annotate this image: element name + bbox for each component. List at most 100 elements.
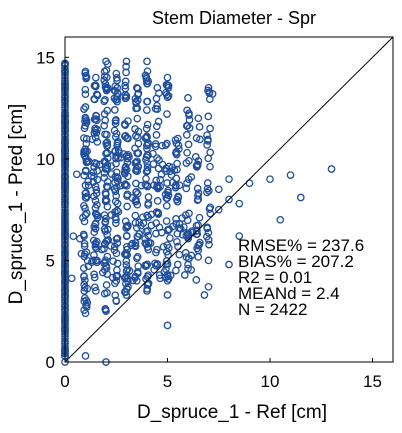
x-tick-label: 15: [363, 372, 382, 391]
data-point: [214, 205, 223, 214]
data-point: [112, 69, 121, 78]
data-point: [84, 262, 93, 271]
data-point: [112, 129, 121, 138]
data-point: [142, 155, 150, 164]
data-point: [137, 181, 146, 190]
data-point: [101, 95, 109, 104]
data-point: [111, 133, 120, 141]
axis-ticks: 0 5 10 15 0 5 10 15: [36, 48, 382, 391]
data-point: [204, 236, 213, 244]
data-point: [183, 148, 191, 157]
stat-line: BIAS% = 207.2: [238, 252, 354, 271]
data-point: [107, 170, 116, 178]
data-point: [102, 57, 110, 66]
data-point: [164, 188, 172, 197]
data-point: [132, 276, 141, 285]
data-point: [163, 110, 171, 118]
data-point: [81, 309, 90, 318]
data-point: [143, 287, 151, 295]
data-point: [132, 83, 141, 92]
data-point: [117, 181, 125, 190]
data-point: [152, 248, 160, 257]
data-point: [95, 160, 104, 169]
data-point: [152, 131, 161, 139]
data-point: [81, 85, 90, 94]
data-point: [182, 184, 191, 193]
chart-title: Stem Diameter - Spr: [152, 8, 316, 28]
data-point: [133, 167, 142, 176]
data-point: [133, 254, 141, 263]
data-point: [111, 87, 120, 95]
data-point: [193, 226, 201, 235]
data-point: [163, 139, 171, 148]
data-point: [91, 224, 100, 233]
data-point: [159, 242, 168, 251]
data-point: [141, 262, 150, 270]
data-point: [91, 73, 100, 82]
data-point: [91, 287, 100, 295]
data-point: [155, 156, 163, 164]
stat-line: RMSE% = 237.6: [238, 236, 364, 255]
data-point: [225, 195, 233, 204]
data-point: [90, 228, 99, 237]
data-point: [125, 153, 133, 161]
data-point: [204, 112, 213, 121]
data-point: [193, 161, 202, 170]
data-point: [204, 83, 213, 92]
data-point: [200, 291, 209, 299]
data-point: [89, 236, 98, 245]
data-point: [111, 96, 120, 104]
data-point: [204, 228, 213, 237]
data-point: [128, 239, 137, 248]
data-point: [121, 77, 130, 86]
data-point: [171, 136, 180, 144]
data-point: [123, 223, 132, 231]
data-point: [88, 135, 97, 144]
data-point: [80, 272, 88, 281]
data-point: [129, 276, 137, 285]
stat-line: MEANd = 2.4: [238, 284, 340, 303]
data-point: [100, 259, 109, 267]
data-point: [125, 266, 134, 275]
data-point: [128, 194, 137, 202]
data-point: [79, 230, 88, 239]
data-point: [80, 239, 89, 248]
data-point: [155, 271, 164, 279]
data-point: [77, 249, 86, 258]
data-point: [120, 120, 129, 128]
data-point: [206, 203, 215, 212]
data-point: [127, 241, 135, 250]
data-point: [154, 117, 163, 126]
data-point: [82, 209, 91, 218]
data-point: [112, 74, 121, 82]
data-point: [110, 147, 119, 156]
data-point: [172, 266, 180, 275]
data-point: [183, 179, 191, 187]
data-point: [102, 66, 111, 75]
data-point: [184, 260, 192, 269]
data-point: [131, 159, 140, 167]
data-point: [83, 256, 92, 265]
data-point: [93, 116, 101, 125]
data-point: [100, 76, 109, 85]
data-point: [179, 223, 188, 231]
data-point: [181, 249, 190, 257]
data-point: [157, 170, 166, 179]
data-point: [184, 264, 192, 273]
data-point: [122, 257, 131, 265]
data-point: [82, 118, 91, 127]
data-point: [185, 111, 193, 119]
data-point: [172, 195, 181, 204]
data-point: [142, 106, 151, 114]
data-point: [195, 213, 204, 222]
data-point: [90, 270, 98, 279]
data-point: [193, 196, 202, 204]
data-point: [195, 122, 204, 131]
data-point: [225, 175, 233, 184]
data-point: [115, 149, 123, 157]
data-point: [81, 117, 89, 126]
data-point: [131, 211, 140, 220]
data-point: [81, 90, 90, 99]
data-point: [80, 242, 89, 251]
